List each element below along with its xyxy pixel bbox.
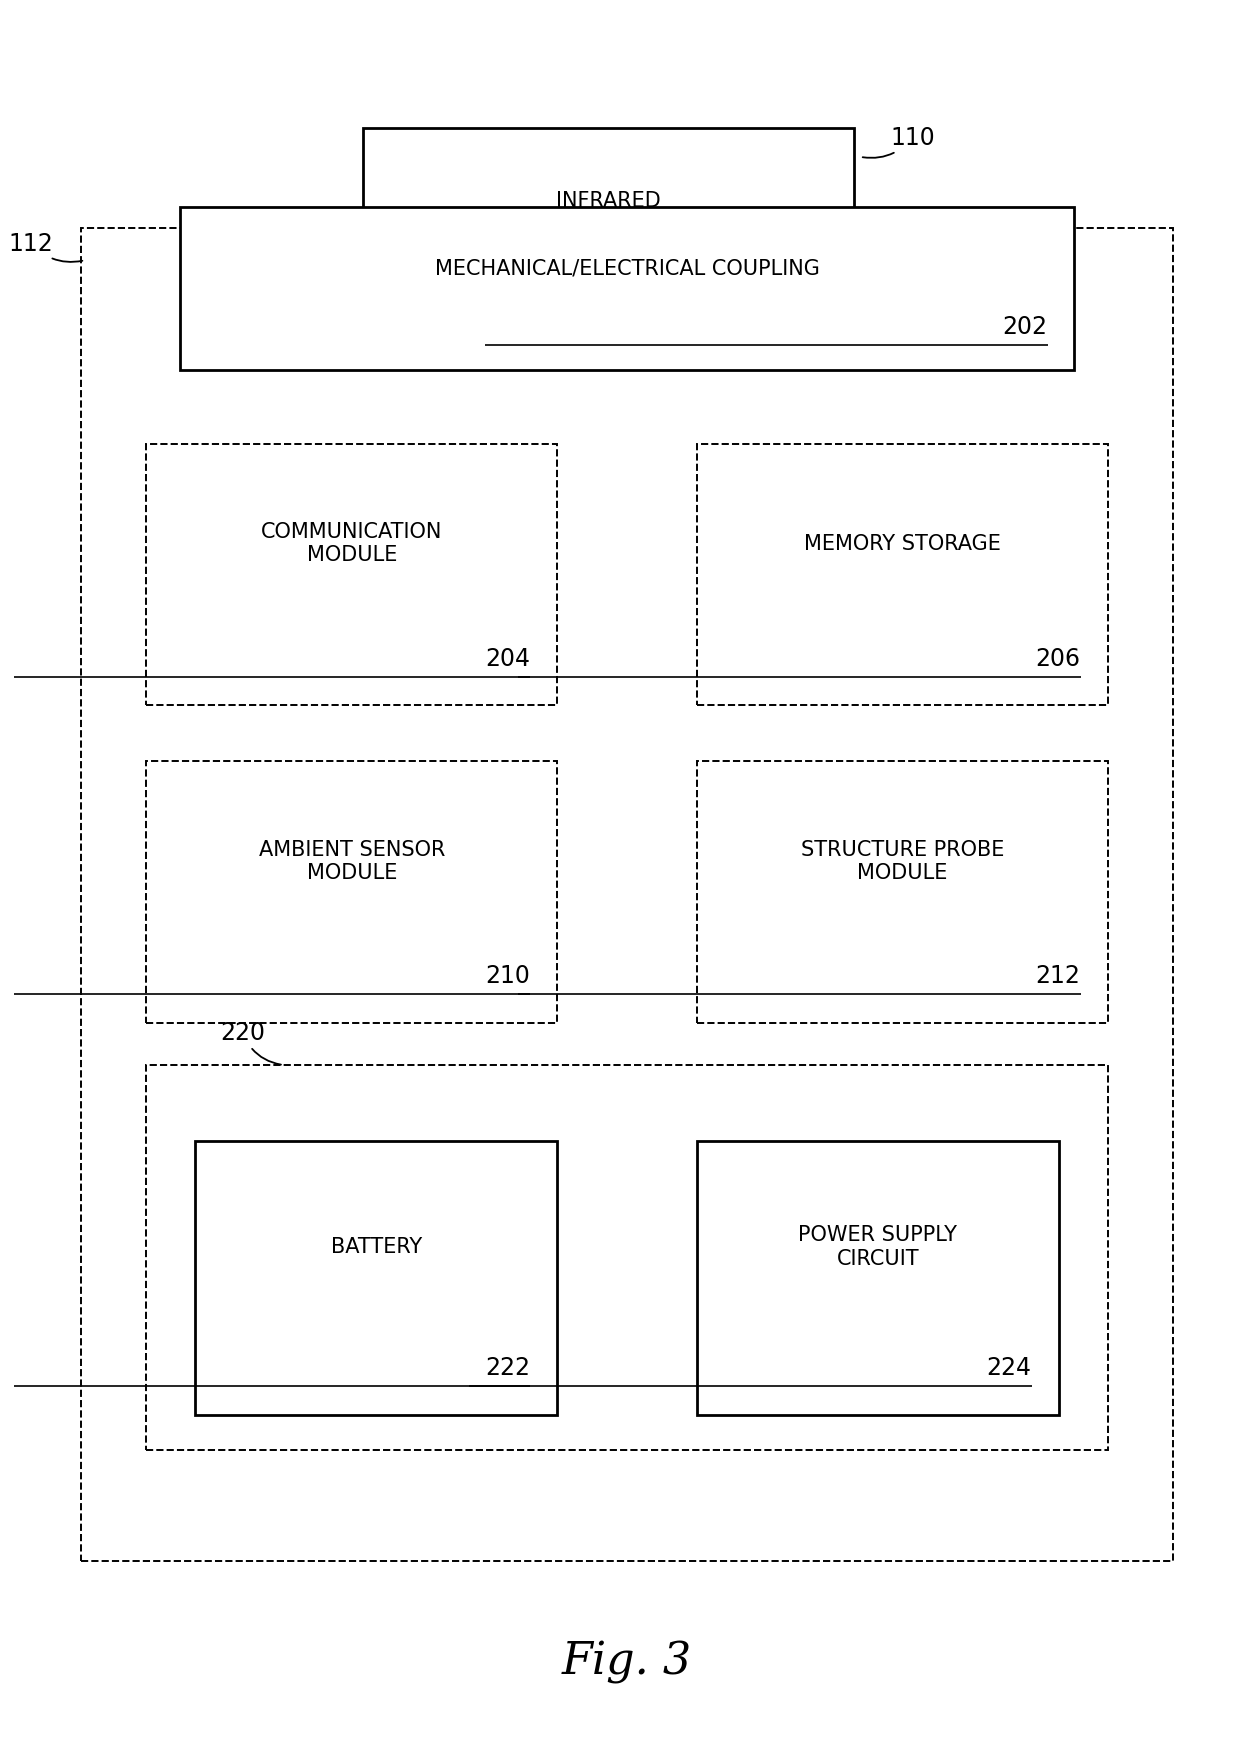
Text: POWER SUPPLY
CIRCUIT: POWER SUPPLY CIRCUIT — [799, 1224, 957, 1268]
Text: 212: 212 — [1035, 963, 1080, 988]
Text: MECHANICAL/ELECTRICAL COUPLING: MECHANICAL/ELECTRICAL COUPLING — [434, 258, 820, 279]
Text: 206: 206 — [1035, 646, 1080, 670]
Text: 220: 220 — [219, 1020, 281, 1065]
Text: INFRARED: INFRARED — [557, 191, 661, 212]
Bar — [196, 1141, 557, 1415]
Text: Fig. 3: Fig. 3 — [562, 1641, 692, 1683]
Bar — [146, 1065, 1107, 1450]
Text: 202: 202 — [1002, 314, 1048, 339]
Text: MEMORY STORAGE: MEMORY STORAGE — [804, 533, 1001, 554]
Text: BATTERY: BATTERY — [331, 1237, 422, 1256]
Bar — [697, 445, 1107, 706]
Bar — [697, 1141, 1059, 1415]
Text: 110: 110 — [863, 125, 935, 159]
Bar — [363, 129, 854, 273]
Bar — [146, 445, 557, 706]
Bar — [697, 762, 1107, 1023]
Text: STRUCTURE PROBE
MODULE: STRUCTURE PROBE MODULE — [801, 840, 1004, 882]
Text: 204: 204 — [485, 646, 531, 670]
Bar — [82, 229, 1173, 1561]
Text: 224: 224 — [987, 1355, 1032, 1379]
Text: COMMUNICATION
MODULE: COMMUNICATION MODULE — [262, 522, 443, 564]
Bar — [180, 208, 1075, 370]
Text: 222: 222 — [485, 1355, 531, 1379]
Bar — [146, 762, 557, 1023]
Text: 112: 112 — [9, 231, 82, 263]
Text: AMBIENT SENSOR
MODULE: AMBIENT SENSOR MODULE — [259, 840, 445, 882]
Text: 210: 210 — [485, 963, 531, 988]
